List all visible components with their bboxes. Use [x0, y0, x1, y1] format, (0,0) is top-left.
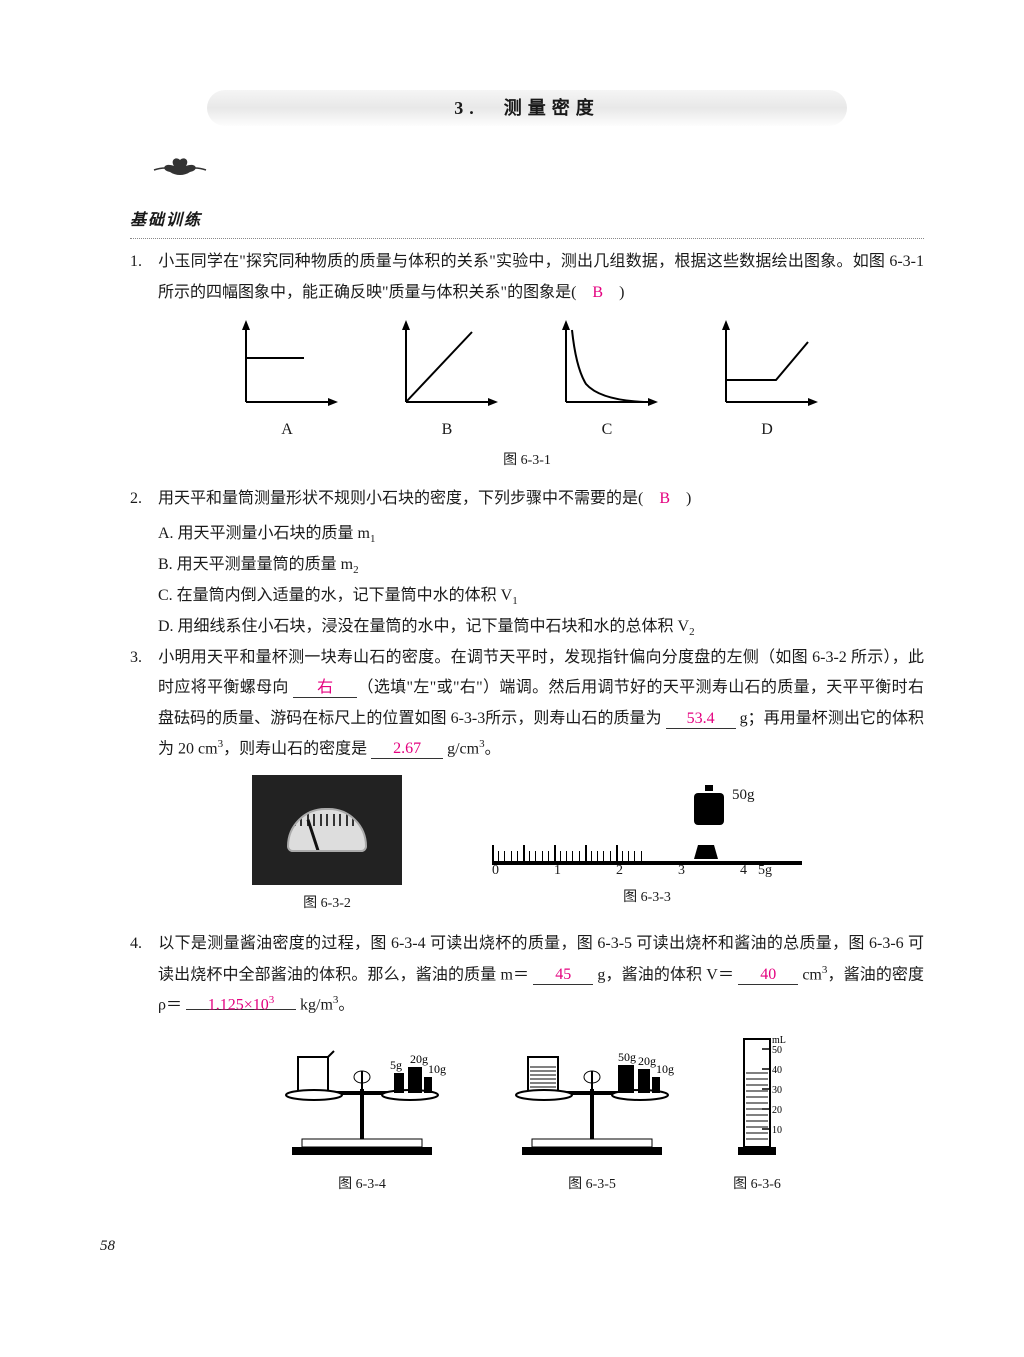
question-2: 2.用天平和量筒测量形状不规则小石块的密度，下列步骤中不需要的是( B ): [130, 484, 924, 514]
q4-blank-2: 40: [738, 965, 798, 985]
q2-opt-d: D. 用细线系住小石块，浸没在量筒的水中，记下量筒中石块和水的总体积 V2: [158, 612, 924, 643]
q2b-sub: 2: [353, 564, 359, 576]
ruler-0: 0: [492, 858, 554, 885]
fig-6-3-2: 图 6-3-2: [252, 775, 402, 928]
graph-c: C: [542, 318, 672, 445]
q2d-sub: 2: [689, 626, 695, 638]
q4-t5: kg/m: [300, 997, 333, 1014]
fig-6-3-2-cap: 图 6-3-2: [252, 891, 402, 918]
svg-text:20: 20: [772, 1105, 782, 1116]
q2-opt-b: B. 用天平测量量筒的质量 m2: [158, 550, 924, 581]
ruler-end: 5g: [758, 858, 820, 885]
q2-opt-a: A. 用天平测量小石块的质量 m1: [158, 519, 924, 550]
q1-text-b: ): [603, 284, 624, 301]
q1-text-a: 小玉同学在"探究同种物质的质量与体积的关系"实验中，测出几组数据，根据这些数据绘…: [158, 253, 924, 300]
q3-fig-row: 图 6-3-2 50g 0 1 2 3 4 5g: [130, 775, 924, 928]
q1-answer: B: [592, 284, 603, 301]
q1-graphs-row: A B C D: [130, 318, 924, 445]
fig-6-3-5: 50g 20g 10g 图 6-3-5: [492, 1043, 692, 1208]
svg-text:30: 30: [772, 1085, 782, 1096]
q2-answer: B: [659, 490, 670, 507]
q3-t5: g/cm: [447, 740, 479, 757]
q2-number: 2.: [130, 484, 158, 514]
q2-text: 用天平和量筒测量形状不规则小石块的密度，下列步骤中不需要的是(: [158, 490, 659, 507]
q1-caption: 图 6-3-1: [130, 448, 924, 475]
svg-text:10g: 10g: [656, 1062, 674, 1076]
q2d-text: D. 用细线系住小石块，浸没在量筒的水中，记下量筒中石块和水的总体积 V: [158, 618, 689, 635]
q4-a3-sup: 3: [269, 994, 275, 1006]
q3-number: 3.: [130, 643, 158, 673]
page-number: 58: [100, 1232, 924, 1261]
q3-t6: 。: [485, 740, 501, 757]
q4-blank-3: 1.125×103: [186, 990, 296, 1010]
svg-text:10: 10: [772, 1125, 782, 1136]
graph-a: A: [222, 318, 352, 445]
q3-blank-1: 右: [293, 678, 357, 698]
q4-a3: 1.125×10: [208, 997, 269, 1014]
question-1: 1.小玉同学在"探究同种物质的质量与体积的关系"实验中，测出几组数据，根据这些数…: [130, 247, 924, 308]
weight-icon: [692, 785, 726, 829]
graph-c-label: C: [542, 415, 672, 445]
q4-t3: cm: [802, 966, 822, 983]
ruler-2: 2: [616, 858, 678, 885]
q2a-sub: 1: [370, 533, 376, 545]
fig-6-3-6: mL 50 40 30 20 10 图 6-3-6: [722, 1033, 792, 1208]
q4-blank-1: 45: [533, 965, 593, 985]
question-3: 3.小明用天平和量杯测一块寿山石的密度。在调节天平时，发现指针偏向分度盘的左侧（…: [130, 643, 924, 765]
svg-text:50g: 50g: [618, 1050, 636, 1064]
q3-blank-3: 2.67: [371, 739, 443, 759]
weight-label: 50g: [732, 781, 755, 810]
fig-6-3-6-cap: 图 6-3-6: [722, 1172, 792, 1199]
graph-d: D: [702, 318, 832, 445]
graph-b: B: [382, 318, 512, 445]
q4-fig-row: 5g 20g 10g 图 6-3-4 50g: [130, 1033, 924, 1208]
q2-text-b: ): [670, 490, 691, 507]
fig-6-3-5-cap: 图 6-3-5: [492, 1172, 692, 1199]
fig-6-3-4: 5g 20g 10g 图 6-3-4: [262, 1043, 462, 1208]
fig-6-3-4-cap: 图 6-3-4: [262, 1172, 462, 1199]
q4-number: 4.: [130, 929, 158, 959]
q2c-sub: 1: [512, 595, 518, 607]
svg-text:50: 50: [772, 1045, 782, 1056]
q4-t2: g，酱油的体积 V＝: [597, 966, 734, 983]
subsection-heading: 基础训练: [130, 206, 924, 239]
q2b-text: B. 用天平测量量筒的质量 m: [158, 556, 353, 573]
graph-b-label: B: [382, 415, 512, 445]
ornament-icon: [130, 156, 924, 178]
graph-d-label: D: [702, 415, 832, 445]
svg-text:5g: 5g: [390, 1058, 402, 1072]
graph-a-label: A: [222, 415, 352, 445]
fig-6-3-3: 50g 0 1 2 3 4 5g 图 6-3-3: [492, 775, 802, 928]
svg-text:20g: 20g: [410, 1052, 428, 1066]
svg-text:10g: 10g: [428, 1062, 446, 1076]
ruler-3: 3: [678, 858, 740, 885]
question-4: 4.以下是测量酱油密度的过程，图 6-3-4 可读出烧杯的质量，图 6-3-5 …: [130, 929, 924, 1021]
ruler-1: 1: [554, 858, 616, 885]
section-title: 3. 测量密度: [207, 90, 847, 126]
q4-t6: 。: [338, 997, 354, 1014]
fig-6-3-3-cap: 图 6-3-3: [492, 885, 802, 912]
q1-number: 1.: [130, 247, 158, 277]
q2c-text: C. 在量筒内倒入适量的水，记下量筒中水的体积 V: [158, 587, 512, 604]
svg-text:20g: 20g: [638, 1054, 656, 1068]
q2-opt-c: C. 在量筒内倒入适量的水，记下量筒中水的体积 V1: [158, 581, 924, 612]
q3-t4: ，则寿山石的密度是: [223, 740, 367, 757]
svg-text:40: 40: [772, 1065, 782, 1076]
q2a-text: A. 用天平测量小石块的质量 m: [158, 525, 370, 542]
q3-blank-2: 53.4: [666, 709, 736, 729]
